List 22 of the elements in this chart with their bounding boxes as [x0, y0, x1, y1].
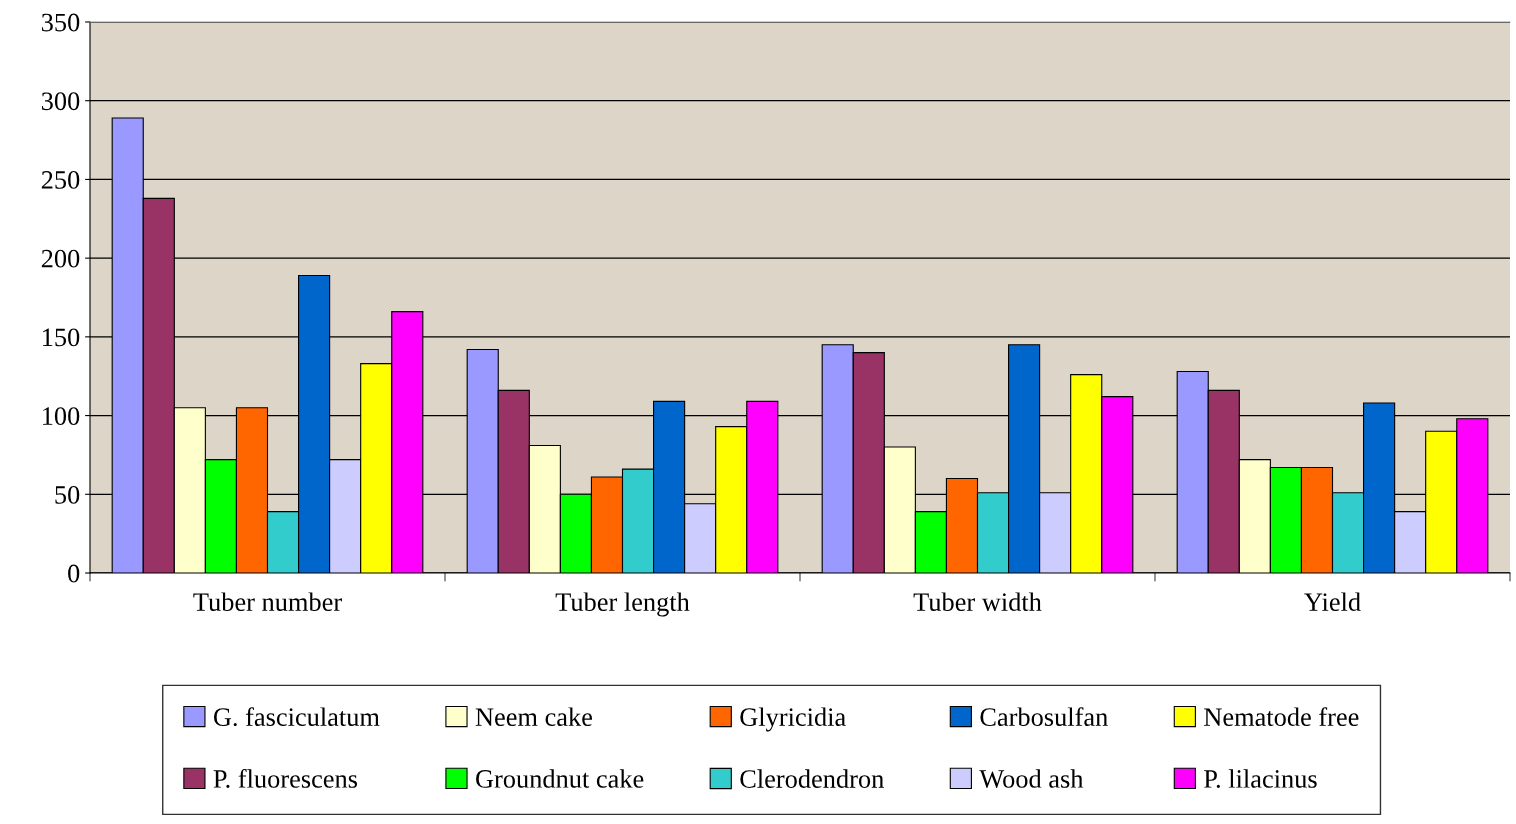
x-tick-label: Yield [1304, 592, 1361, 612]
y-tick-label: 350 [41, 13, 80, 32]
legend-label: Neem cake [475, 707, 592, 727]
y-tick-label: 200 [41, 249, 80, 268]
legend-label: G. fasciculatum [213, 707, 380, 727]
y-tick-label: 100 [43, 407, 80, 425]
y-tick-label: 50 [55, 485, 80, 504]
x-tick-label: Tuber number [193, 592, 342, 612]
y-tick-label: 250 [41, 171, 80, 189]
y-tick-label: 150 [43, 328, 80, 347]
legend-label: Carbosulfan [980, 707, 1108, 727]
legend-label: Groundnut cake [476, 769, 644, 788]
y-tick-label: 300 [41, 92, 80, 111]
x-tick-label: Tuber length [555, 592, 690, 617]
legend-label: Clerodendron [740, 769, 884, 788]
legend-label: P. lilacinus [1204, 769, 1317, 788]
y-tick-label: 0 [68, 564, 80, 583]
legend-label: P. fluorescens [213, 769, 358, 788]
legend-label: Nematode free [1204, 707, 1359, 727]
x-tick-label: Tuber width [913, 592, 1042, 612]
legend-label: Wood ash [979, 769, 1084, 788]
legend-label: Glyricidia [740, 707, 846, 732]
